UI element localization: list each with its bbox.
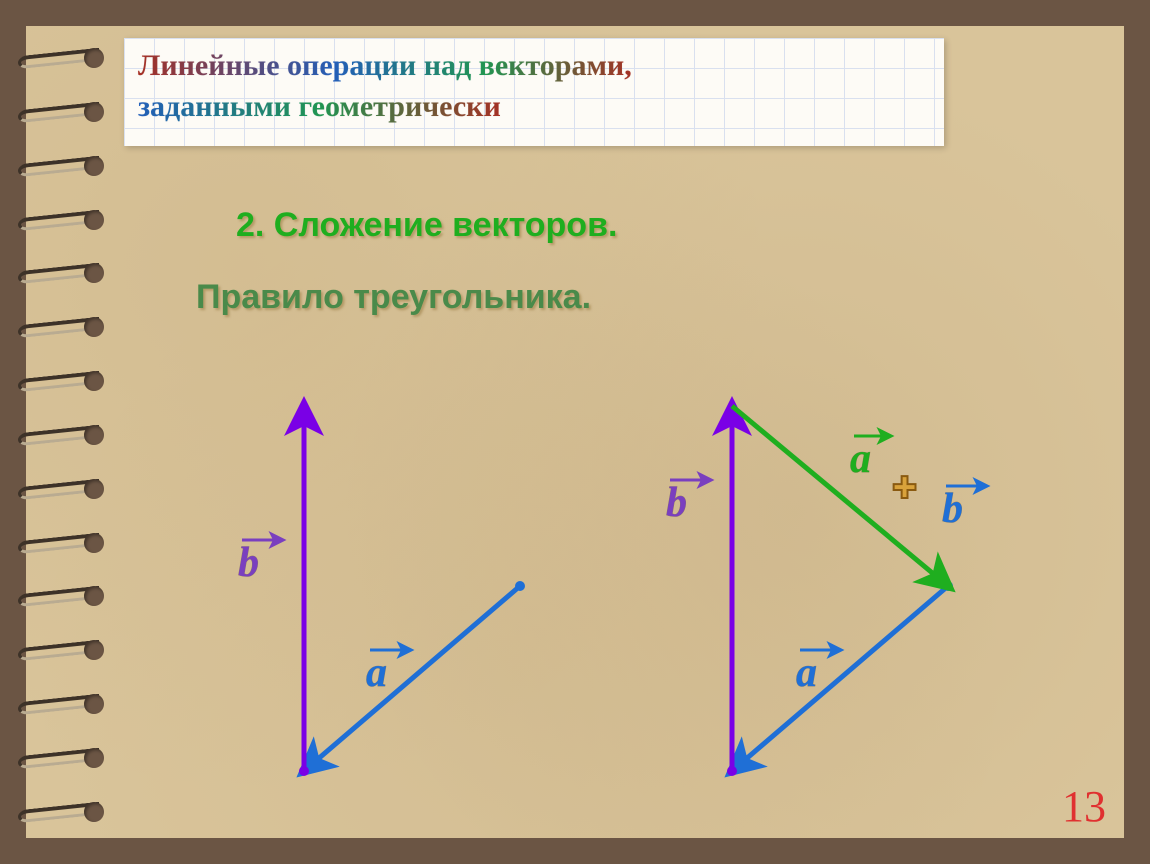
spiral-ring: [18, 202, 118, 232]
spiral-binding: [18, 40, 118, 824]
spiral-ring: [18, 686, 118, 716]
vector-a-right: [732, 586, 948, 771]
spiral-ring: [18, 740, 118, 770]
right-vectors: a b a ✚ b: [666, 406, 986, 776]
label-b-left: b: [238, 540, 259, 586]
label-sum-a: a: [850, 436, 871, 482]
left-vectors: a b: [238, 406, 525, 776]
heading-rule: Правило треугольника.: [196, 278, 591, 317]
spiral-ring: [18, 309, 118, 339]
label-a-right: a: [796, 650, 817, 696]
spiral-ring: [18, 632, 118, 662]
title-line1: Линейные операции над векторами,: [138, 46, 632, 87]
spiral-ring: [18, 525, 118, 555]
label-a-left: a: [366, 650, 387, 696]
spiral-ring: [18, 471, 118, 501]
spiral-ring: [18, 363, 118, 393]
spiral-ring: [18, 578, 118, 608]
spiral-ring: [18, 40, 118, 70]
plus-icon: ✚: [892, 472, 917, 505]
vector-a-left: [304, 586, 520, 771]
title-banner: Линейные операции над векторами, заданны…: [124, 38, 944, 146]
label-b-right: b: [666, 480, 687, 526]
label-sum-b: b: [942, 486, 963, 532]
slide-frame: Линейные операции над векторами, заданны…: [0, 0, 1150, 864]
spiral-ring: [18, 417, 118, 447]
spiral-ring: [18, 148, 118, 178]
vector-diagram: a b a b: [166, 376, 1086, 796]
spiral-ring: [18, 255, 118, 285]
page-number: 13: [1062, 781, 1106, 832]
spiral-ring: [18, 94, 118, 124]
title-line2: заданными геометрически: [138, 87, 501, 128]
spiral-ring: [18, 794, 118, 824]
heading-section: 2. Сложение векторов.: [236, 206, 617, 245]
paper-background: Линейные операции над векторами, заданны…: [26, 26, 1124, 838]
